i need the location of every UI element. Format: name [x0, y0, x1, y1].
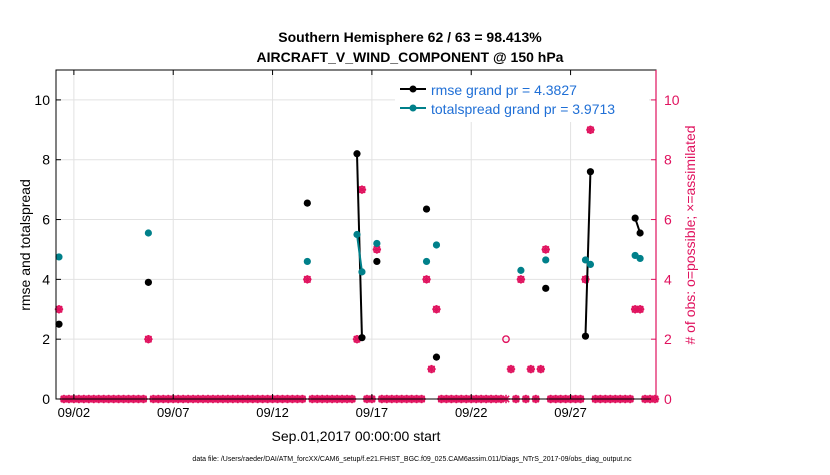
y-tick-label-right: 2	[664, 331, 672, 347]
y-tick-label-right: 4	[664, 271, 672, 287]
y-tick-label-right: 10	[664, 92, 680, 108]
obs-assimilated-marker	[581, 275, 590, 284]
obs-star-stroke	[517, 275, 525, 284]
rmse-point	[373, 257, 381, 266]
rmse-point	[636, 229, 644, 237]
y-tick-label-right: 8	[664, 152, 672, 168]
rmse-segment	[584, 171, 592, 337]
obs-assimilated-marker	[427, 364, 436, 374]
data-file-footer: data file: /Users/raeder/DAI/ATM_forcXX/…	[192, 456, 632, 463]
y-tick-label-left: 0	[42, 391, 50, 407]
obs-assimilated-marker	[422, 275, 431, 284]
spread-point	[586, 260, 595, 269]
obs-star-stroke	[144, 335, 153, 343]
obs-assimilated-marker	[506, 364, 516, 374]
rmse-point	[581, 332, 590, 340]
spread-point	[373, 239, 381, 248]
rmse-point	[55, 320, 63, 328]
obs-star-stroke	[427, 365, 436, 373]
x-tick-label: 09/07	[157, 405, 190, 420]
spread-point	[303, 257, 311, 266]
rmse-point	[631, 214, 639, 222]
spread-point	[353, 230, 361, 239]
obs-star-stroke	[373, 245, 381, 254]
obs-star-stroke	[507, 365, 515, 373]
spread-point	[636, 254, 644, 263]
obs-star-stroke	[586, 126, 595, 134]
x-tick-label: 09/27	[554, 405, 587, 420]
y-tick-label-right: 0	[664, 391, 672, 407]
obs-star-stroke	[636, 305, 644, 313]
rmse-point	[422, 205, 431, 213]
x-tick-label: 09/02	[58, 405, 91, 420]
spread-point	[358, 268, 366, 276]
y-tick-label-left: 4	[42, 271, 50, 287]
series-points	[55, 150, 644, 361]
spread-segment	[356, 234, 363, 273]
obs-assimilated-marker	[432, 305, 441, 314]
y-tick-label-right: 6	[664, 212, 672, 228]
legend: rmse grand pr = 4.3827 totalspread grand…	[395, 76, 649, 122]
y-axis-label-left: rmse and totalspread	[17, 179, 33, 311]
spread-point	[422, 257, 431, 266]
rmse-point	[586, 168, 595, 176]
obs-possible-marker	[502, 335, 510, 344]
x-axis-label: Sep.01,2017 00:00:00 start	[272, 428, 441, 444]
y-tick-label-left: 2	[42, 331, 50, 347]
rmse-point	[432, 353, 441, 361]
obs-assimilated-marker	[303, 275, 312, 284]
y-tick-label-left: 6	[42, 212, 50, 228]
obs-assimilated-marker	[635, 305, 645, 314]
obs-assimilated-marker	[516, 275, 526, 284]
obs-assimilated-marker	[357, 185, 367, 194]
spread-point	[432, 241, 441, 249]
series-lines	[355, 153, 642, 338]
legend-spread-label: totalspread grand pr = 3.9713	[431, 101, 615, 117]
rmse-point	[303, 199, 311, 207]
spread-point	[144, 229, 152, 237]
y-tick-label-left: 10	[34, 92, 50, 108]
obs-assimilated-marker	[144, 334, 153, 344]
spread-point	[55, 253, 63, 261]
x-tick-label: 09/12	[256, 405, 289, 420]
obs-star-stroke	[527, 365, 535, 373]
rmse-point	[144, 278, 152, 286]
legend-rmse-label: rmse grand pr = 4.3827	[431, 82, 577, 98]
rmse-point	[353, 150, 361, 158]
chart-title-line1: Southern Hemisphere 62 / 63 = 98.413%	[278, 29, 542, 45]
obs-star-stroke	[432, 305, 441, 313]
obs-star-stroke	[358, 185, 366, 194]
legend-box	[395, 76, 649, 122]
legend-spread-marker	[409, 104, 417, 112]
y-tick-label-left: 8	[42, 152, 50, 168]
obs-assimilated-marker	[586, 125, 595, 135]
spread-point	[581, 256, 590, 264]
obs-star-stroke	[303, 275, 312, 284]
spread-point	[517, 266, 525, 274]
obs-assimilated-marker	[536, 364, 545, 374]
obs-assimilated-marker	[526, 364, 536, 374]
legend-rmse-marker	[409, 85, 417, 93]
obs-star-stroke	[422, 275, 431, 284]
axis-ticks: 09/02 09/07 09/12 09/17 09/22 09/27 0 2 4 6 8 10 0 2 4…	[34, 70, 680, 420]
rmse-point	[542, 284, 550, 292]
x-tick-label: 09/17	[356, 405, 389, 420]
grid	[56, 70, 656, 399]
x-tick-label: 09/22	[455, 405, 488, 420]
obs-star-stroke	[55, 305, 63, 313]
spread-point	[542, 256, 550, 264]
chart-title-line2: AIRCRAFT_V_WIND_COMPONENT @ 150 hPa	[257, 49, 564, 65]
obs-star-stroke	[542, 245, 550, 254]
obs-assimilated-marker	[541, 245, 550, 254]
obs-star-stroke	[537, 365, 545, 373]
rmse-point	[358, 334, 366, 342]
y-axis-label-right: # of obs: o=possible; ×=assimilated	[682, 125, 698, 344]
